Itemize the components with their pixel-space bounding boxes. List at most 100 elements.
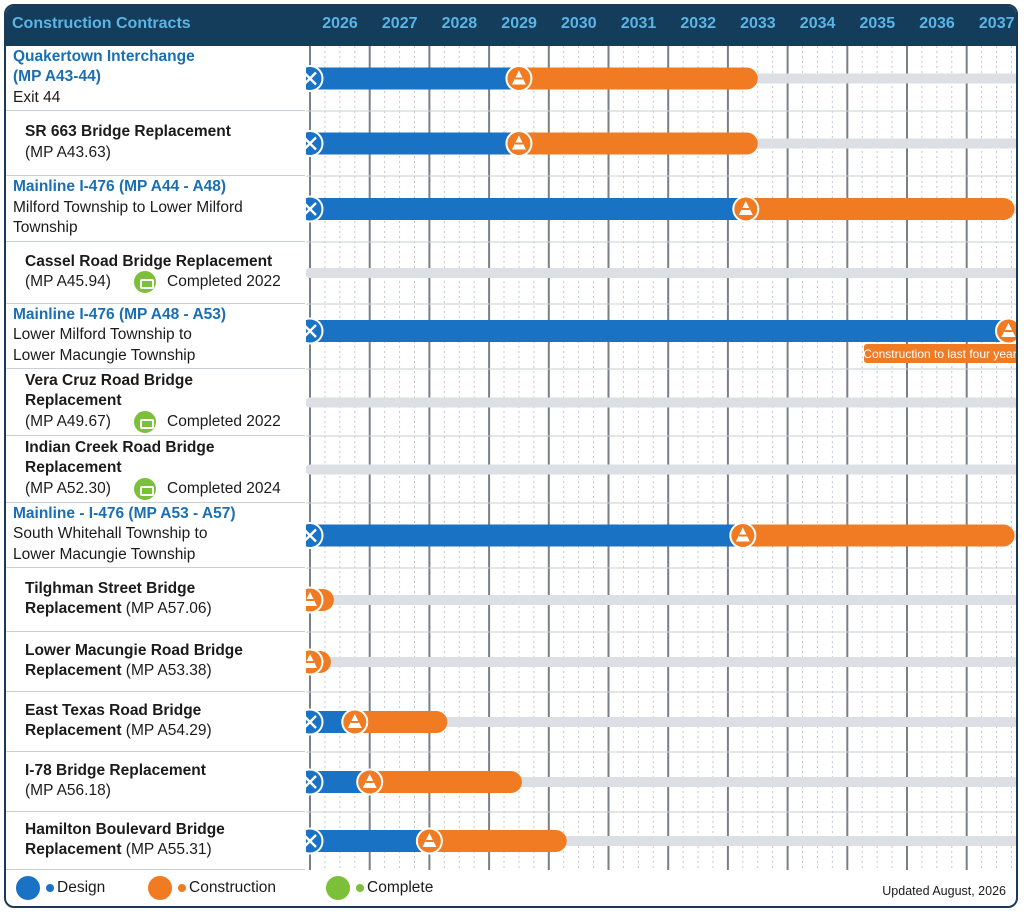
year-label-2031: 2031 bbox=[620, 15, 657, 32]
legend-design-label: Design bbox=[57, 879, 106, 896]
year-label-2030: 2030 bbox=[561, 15, 597, 32]
traffic-cone-icon bbox=[415, 827, 443, 855]
year-label-2037: 2037 bbox=[978, 15, 1015, 32]
contract-row: I-78 Bridge Replacement (MP A56.18) bbox=[6, 752, 305, 812]
header-title: Construction Contracts bbox=[12, 15, 191, 32]
contract-label-line: Tilghman Street Bridge bbox=[25, 579, 196, 597]
design-bar bbox=[310, 830, 430, 852]
year-label-2028: 2028 bbox=[441, 15, 478, 32]
legend: Design Construction Complete Updated Aug… bbox=[6, 870, 1016, 906]
year-label-2027: 2027 bbox=[381, 15, 418, 32]
design-bar bbox=[310, 198, 746, 220]
traffic-cone-icon bbox=[341, 708, 369, 736]
schedule-panel: Construction Contracts 2026 2027 2028 2029 2… bbox=[4, 4, 1018, 908]
traffic-cone-icon bbox=[306, 586, 324, 614]
timeline-svg: Construction to last four years bbox=[306, 46, 1018, 870]
note-text: Construction to last four years bbox=[863, 347, 1018, 361]
contract-row: Mainline I-476 (MP A44 - A48) Milford Tow… bbox=[6, 176, 305, 242]
contract-label-line: Replacement bbox=[25, 459, 122, 477]
contract-label-line: (MP A45.94) bbox=[25, 273, 111, 290]
year-label-2026: 2026 bbox=[322, 15, 358, 32]
contract-row: Lower Macungie Road Bridge Replacement (M… bbox=[6, 632, 305, 692]
traffic-cone-icon bbox=[505, 130, 533, 157]
construction-bar bbox=[738, 524, 1015, 547]
legend-complete: Complete bbox=[356, 879, 433, 897]
design-tools-icon bbox=[306, 827, 324, 855]
contract-label-line: Replacement (MP A54.29) bbox=[25, 722, 212, 739]
design-bar bbox=[310, 67, 519, 90]
completed-car-icon bbox=[132, 408, 158, 435]
contract-label-line: Replacement (MP A57.06) bbox=[25, 600, 212, 617]
contract-label-line: Quakertown Interchange bbox=[13, 47, 195, 65]
year-label-2035: 2035 bbox=[859, 15, 896, 32]
contract-label-line: Cassel Road Bridge Replacement bbox=[25, 252, 273, 270]
design-tools-icon bbox=[306, 522, 324, 549]
completed-text: Completed 2022 bbox=[167, 412, 281, 430]
construction-bar bbox=[350, 711, 448, 733]
car-icon bbox=[324, 874, 352, 902]
year-label-2033: 2033 bbox=[740, 15, 776, 32]
design-icon bbox=[14, 874, 42, 902]
contract-label-line: Township bbox=[13, 219, 78, 237]
contract-label-line: East Texas Road Bridge bbox=[25, 701, 202, 719]
traffic-cone-icon bbox=[356, 768, 384, 796]
design-tools-icon bbox=[306, 195, 324, 223]
design-tools-icon bbox=[306, 317, 324, 345]
traffic-cone-icon bbox=[146, 874, 174, 902]
design-tools-icon bbox=[306, 708, 324, 736]
contract-label-line: SR 663 Bridge Replacement bbox=[25, 123, 231, 140]
contract-label-line: Lower Macungie Township bbox=[13, 545, 196, 563]
design-bar bbox=[310, 320, 1009, 342]
completed-text: Completed 2024 bbox=[167, 479, 281, 497]
contract-label-line: Vera Cruz Road Bridge bbox=[25, 371, 193, 389]
contract-label-line: Lower Milford Township to bbox=[13, 326, 192, 344]
design-bar bbox=[310, 524, 743, 547]
traffic-cone-icon bbox=[505, 65, 533, 92]
contract-label-line: Lower Macungie Road Bridge bbox=[25, 641, 243, 659]
design-tools-icon bbox=[306, 768, 324, 796]
legend-construction: Construction bbox=[178, 879, 276, 897]
contract-row: SR 663 Bridge Replacement (MP A43.63) bbox=[6, 111, 305, 176]
design-bar bbox=[310, 771, 370, 793]
timeline-chart: Construction to last four years bbox=[306, 46, 1018, 870]
updated-date: Updated August, 2026 bbox=[882, 884, 1006, 898]
contract-label-line: Mainline - I-476 (MP A53 - A57) bbox=[13, 504, 236, 522]
contract-row: Cassel Road Bridge Replacement (MP A45.94… bbox=[6, 242, 305, 304]
construction-bar bbox=[741, 198, 1015, 220]
contract-label-line: (MP A49.67) bbox=[25, 412, 111, 430]
year-label-2032: 2032 bbox=[680, 15, 716, 32]
contract-label-line: (MP A52.30) bbox=[25, 479, 111, 497]
note-badge bbox=[864, 344, 1016, 363]
construction-bar bbox=[514, 132, 758, 155]
traffic-cone-icon bbox=[994, 317, 1016, 345]
contract-row: Indian Creek Road Bridge Replacement (MP A… bbox=[6, 436, 305, 503]
contract-label-line: Lower Macungie Township bbox=[13, 346, 196, 364]
year-label-2034: 2034 bbox=[799, 15, 836, 32]
contract-label-line: Mainline I-476 (MP A48 - A53) bbox=[13, 305, 227, 323]
legend-design: Design bbox=[46, 879, 105, 897]
contract-label-line: Replacement bbox=[25, 392, 122, 410]
construction-bar bbox=[425, 830, 567, 852]
contract-label-line: (MP A43.63) bbox=[25, 143, 111, 161]
design-tools-icon bbox=[306, 130, 324, 157]
contract-label-line: Replacement (MP A53.38) bbox=[25, 662, 212, 679]
contract-row: Mainline - I-476 (MP A53 - A57) South Whi… bbox=[6, 503, 305, 568]
header-bar: Construction Contracts 2026 2027 2028 2029 2… bbox=[6, 6, 1016, 46]
contract-row: East Texas Road Bridge Replacement (MP A5… bbox=[6, 692, 305, 752]
completed-car-icon bbox=[132, 475, 158, 502]
contract-label-line: Exit 44 bbox=[13, 88, 61, 106]
year-label-2036: 2036 bbox=[919, 15, 955, 32]
contract-label-line: Milford Township to Lower Milford bbox=[13, 198, 243, 216]
contract-row: Vera Cruz Road Bridge Replacement (MP A49.… bbox=[6, 369, 305, 436]
traffic-cone-icon bbox=[729, 522, 757, 549]
contract-row: Tilghman Street Bridge Replacement (MP A5… bbox=[6, 568, 305, 632]
legend-construction-label: Construction bbox=[189, 879, 277, 896]
contract-label-line: I-78 Bridge Replacement bbox=[25, 761, 206, 779]
contract-label-line: Hamilton Boulevard Bridge bbox=[25, 820, 225, 838]
design-tools-icon bbox=[306, 65, 324, 92]
contract-row: Quakertown Interchange (MP A43-44) Exit 44 bbox=[6, 46, 305, 111]
construction-bar bbox=[514, 67, 758, 90]
contract-label-line: South Whitehall Township to bbox=[13, 525, 208, 543]
design-bar bbox=[310, 132, 519, 155]
contract-row: Hamilton Boulevard Bridge Replacement (MP… bbox=[6, 812, 305, 870]
